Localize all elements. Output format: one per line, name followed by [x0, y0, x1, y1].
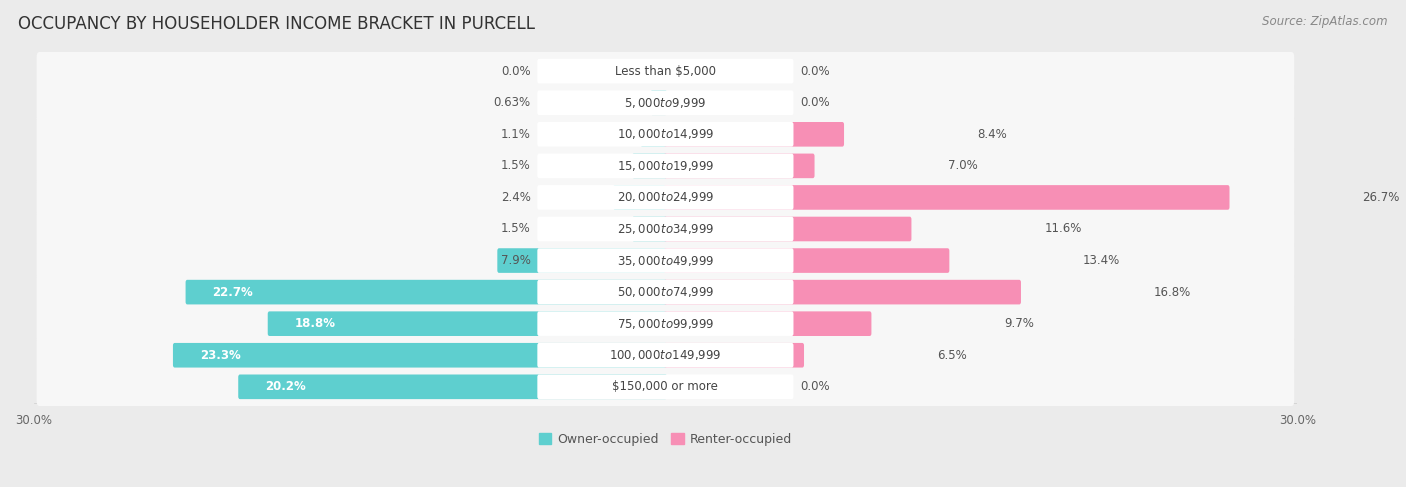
Text: 26.7%: 26.7% [1362, 191, 1400, 204]
Text: 9.7%: 9.7% [1004, 317, 1035, 330]
FancyBboxPatch shape [633, 153, 666, 178]
Text: 16.8%: 16.8% [1154, 285, 1191, 299]
FancyBboxPatch shape [537, 280, 793, 304]
FancyBboxPatch shape [173, 343, 666, 368]
FancyBboxPatch shape [664, 343, 804, 368]
FancyBboxPatch shape [37, 210, 1294, 248]
Text: 1.1%: 1.1% [501, 128, 530, 141]
FancyBboxPatch shape [37, 304, 1294, 343]
Text: 0.0%: 0.0% [800, 380, 830, 393]
FancyBboxPatch shape [37, 83, 1294, 122]
FancyBboxPatch shape [37, 241, 1294, 280]
Text: Less than $5,000: Less than $5,000 [614, 65, 716, 78]
FancyBboxPatch shape [186, 280, 666, 304]
Text: $50,000 to $74,999: $50,000 to $74,999 [617, 285, 714, 299]
FancyBboxPatch shape [238, 375, 666, 399]
FancyBboxPatch shape [664, 217, 911, 241]
Text: 0.0%: 0.0% [800, 65, 830, 78]
Text: $20,000 to $24,999: $20,000 to $24,999 [617, 190, 714, 205]
Text: 11.6%: 11.6% [1045, 223, 1083, 236]
Text: 13.4%: 13.4% [1083, 254, 1119, 267]
Text: 18.8%: 18.8% [295, 317, 336, 330]
Text: $10,000 to $14,999: $10,000 to $14,999 [617, 127, 714, 141]
Text: 8.4%: 8.4% [977, 128, 1007, 141]
FancyBboxPatch shape [37, 147, 1294, 185]
FancyBboxPatch shape [37, 52, 1294, 91]
Text: 0.0%: 0.0% [800, 96, 830, 109]
Text: 7.9%: 7.9% [501, 254, 530, 267]
Text: $100,000 to $149,999: $100,000 to $149,999 [609, 348, 721, 362]
FancyBboxPatch shape [37, 115, 1294, 153]
FancyBboxPatch shape [537, 185, 793, 210]
Legend: Owner-occupied, Renter-occupied: Owner-occupied, Renter-occupied [538, 433, 793, 446]
FancyBboxPatch shape [664, 185, 1229, 210]
Text: $35,000 to $49,999: $35,000 to $49,999 [617, 254, 714, 267]
FancyBboxPatch shape [651, 91, 666, 115]
FancyBboxPatch shape [537, 217, 793, 241]
Text: 23.3%: 23.3% [200, 349, 240, 362]
FancyBboxPatch shape [498, 248, 666, 273]
FancyBboxPatch shape [664, 122, 844, 147]
FancyBboxPatch shape [664, 280, 1021, 304]
FancyBboxPatch shape [664, 311, 872, 336]
Text: 7.0%: 7.0% [948, 159, 977, 172]
Text: 20.2%: 20.2% [266, 380, 307, 393]
FancyBboxPatch shape [37, 178, 1294, 217]
Text: $15,000 to $19,999: $15,000 to $19,999 [617, 159, 714, 173]
FancyBboxPatch shape [641, 122, 666, 147]
Text: 0.63%: 0.63% [494, 96, 530, 109]
Text: OCCUPANCY BY HOUSEHOLDER INCOME BRACKET IN PURCELL: OCCUPANCY BY HOUSEHOLDER INCOME BRACKET … [18, 15, 536, 33]
FancyBboxPatch shape [537, 91, 793, 115]
FancyBboxPatch shape [267, 311, 666, 336]
Text: $25,000 to $34,999: $25,000 to $34,999 [617, 222, 714, 236]
FancyBboxPatch shape [37, 273, 1294, 311]
Text: 6.5%: 6.5% [938, 349, 967, 362]
FancyBboxPatch shape [537, 122, 793, 147]
FancyBboxPatch shape [537, 153, 793, 178]
FancyBboxPatch shape [664, 153, 814, 178]
FancyBboxPatch shape [633, 217, 666, 241]
Text: Source: ZipAtlas.com: Source: ZipAtlas.com [1263, 15, 1388, 28]
Text: $150,000 or more: $150,000 or more [613, 380, 718, 393]
Text: $5,000 to $9,999: $5,000 to $9,999 [624, 96, 707, 110]
FancyBboxPatch shape [537, 248, 793, 273]
FancyBboxPatch shape [537, 311, 793, 336]
Text: 1.5%: 1.5% [501, 159, 530, 172]
FancyBboxPatch shape [37, 368, 1294, 406]
FancyBboxPatch shape [37, 336, 1294, 375]
Text: 2.4%: 2.4% [501, 191, 530, 204]
Text: 1.5%: 1.5% [501, 223, 530, 236]
Text: 22.7%: 22.7% [212, 285, 253, 299]
FancyBboxPatch shape [537, 59, 793, 83]
Text: 0.0%: 0.0% [501, 65, 530, 78]
FancyBboxPatch shape [537, 343, 793, 368]
FancyBboxPatch shape [613, 185, 666, 210]
FancyBboxPatch shape [664, 248, 949, 273]
Text: $75,000 to $99,999: $75,000 to $99,999 [617, 317, 714, 331]
FancyBboxPatch shape [537, 375, 793, 399]
